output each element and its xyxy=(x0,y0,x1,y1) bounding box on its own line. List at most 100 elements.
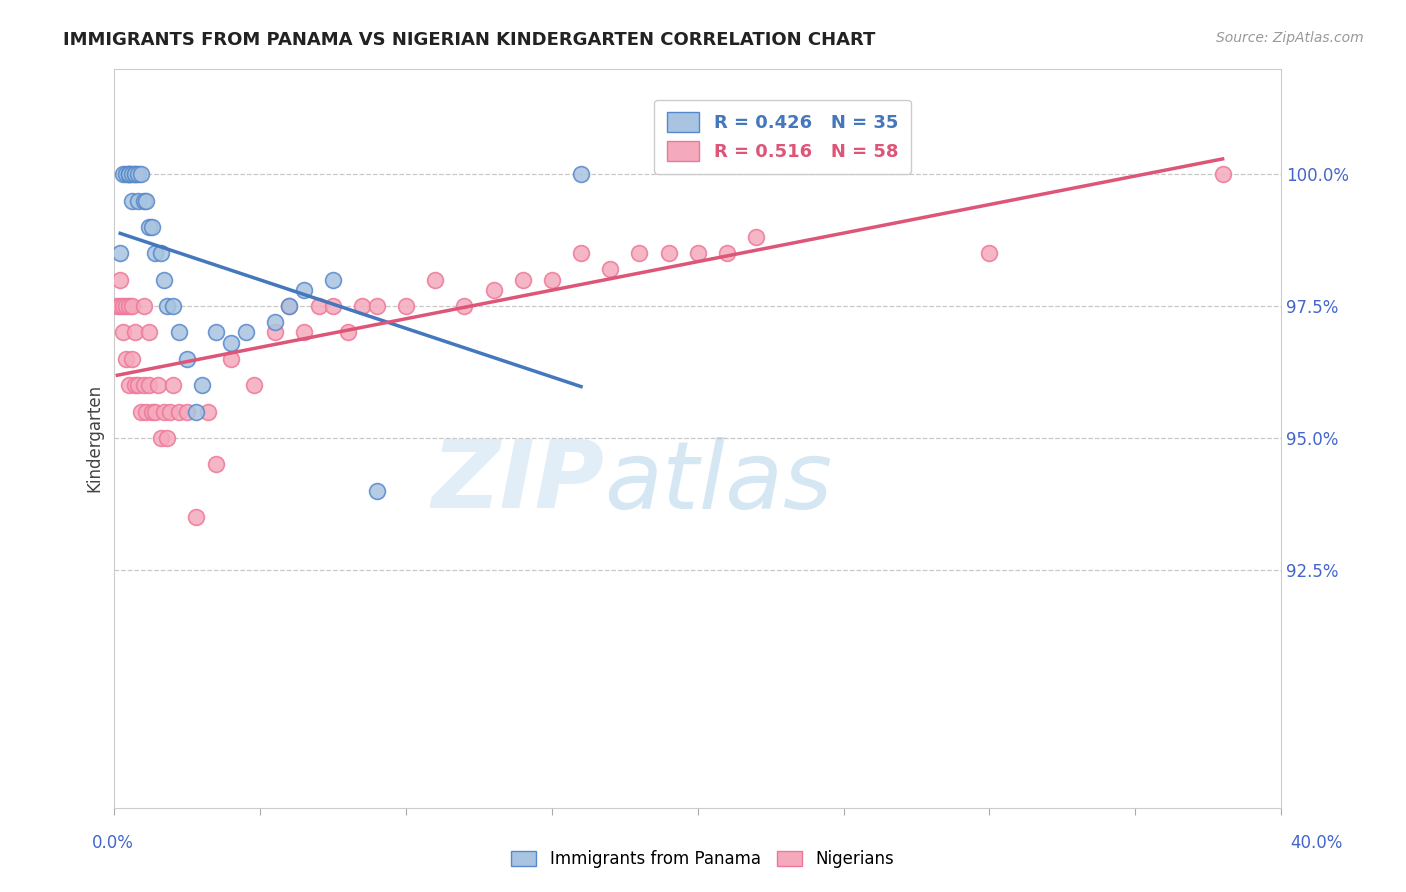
Point xyxy=(184,510,207,524)
Point xyxy=(219,336,242,351)
Text: ZIP: ZIP xyxy=(432,436,605,528)
Point xyxy=(159,405,181,419)
Point xyxy=(124,167,146,181)
Point xyxy=(127,167,149,181)
Point xyxy=(150,246,173,260)
Point xyxy=(176,351,198,366)
Point xyxy=(162,299,184,313)
Point xyxy=(138,326,160,340)
Point xyxy=(118,299,141,313)
Point xyxy=(118,167,141,181)
Point xyxy=(366,299,388,313)
Point xyxy=(292,326,315,340)
Point xyxy=(308,299,330,313)
Text: IMMIGRANTS FROM PANAMA VS NIGERIAN KINDERGARTEN CORRELATION CHART: IMMIGRANTS FROM PANAMA VS NIGERIAN KINDE… xyxy=(63,31,876,49)
Point xyxy=(395,299,418,313)
Legend: R = 0.426   N = 35, R = 0.516   N = 58: R = 0.426 N = 35, R = 0.516 N = 58 xyxy=(654,100,911,174)
Point xyxy=(322,273,344,287)
Point xyxy=(129,167,152,181)
Point xyxy=(219,351,242,366)
Point xyxy=(176,405,198,419)
Point xyxy=(146,378,169,392)
Point xyxy=(453,299,475,313)
Point xyxy=(569,167,592,181)
Y-axis label: Kindergarten: Kindergarten xyxy=(86,384,103,492)
Point xyxy=(124,326,146,340)
Legend: Immigrants from Panama, Nigerians: Immigrants from Panama, Nigerians xyxy=(505,844,901,875)
Point xyxy=(132,378,155,392)
Point xyxy=(143,246,166,260)
Point xyxy=(135,194,157,208)
Point xyxy=(115,351,138,366)
Point xyxy=(112,299,135,313)
Point xyxy=(686,246,709,260)
Point xyxy=(263,326,285,340)
Point xyxy=(292,283,315,297)
Point xyxy=(150,431,173,445)
Point xyxy=(745,230,768,244)
Point xyxy=(205,326,228,340)
Point xyxy=(143,405,166,419)
Point xyxy=(121,194,143,208)
Point xyxy=(115,299,138,313)
Point xyxy=(124,167,146,181)
Point xyxy=(110,246,132,260)
Point xyxy=(118,167,141,181)
Point xyxy=(278,299,301,313)
Text: Source: ZipAtlas.com: Source: ZipAtlas.com xyxy=(1216,31,1364,45)
Text: 0.0%: 0.0% xyxy=(91,834,134,852)
Point xyxy=(628,246,651,260)
Point xyxy=(138,219,160,234)
Point xyxy=(569,246,592,260)
Point xyxy=(167,326,190,340)
Point xyxy=(197,405,219,419)
Point xyxy=(124,378,146,392)
Text: 40.0%: 40.0% xyxy=(1291,834,1343,852)
Point xyxy=(979,246,1001,260)
Point xyxy=(263,315,285,329)
Point xyxy=(132,194,155,208)
Point xyxy=(112,326,135,340)
Point xyxy=(135,405,157,419)
Point xyxy=(599,262,621,277)
Point xyxy=(121,351,143,366)
Point xyxy=(153,405,176,419)
Point xyxy=(322,299,344,313)
Point xyxy=(127,194,149,208)
Point xyxy=(482,283,505,297)
Point xyxy=(205,458,228,472)
Point xyxy=(153,273,176,287)
Point xyxy=(278,299,301,313)
Point xyxy=(110,273,132,287)
Point xyxy=(105,299,128,313)
Point xyxy=(127,378,149,392)
Point xyxy=(243,378,266,392)
Point xyxy=(156,299,179,313)
Text: atlas: atlas xyxy=(605,437,832,528)
Point xyxy=(121,299,143,313)
Point xyxy=(352,299,374,313)
Point xyxy=(118,167,141,181)
Point xyxy=(156,431,179,445)
Point xyxy=(121,167,143,181)
Point xyxy=(138,378,160,392)
Point xyxy=(235,326,257,340)
Point xyxy=(191,378,214,392)
Point xyxy=(1212,167,1234,181)
Point xyxy=(184,405,207,419)
Point xyxy=(716,246,738,260)
Point xyxy=(110,299,132,313)
Point xyxy=(512,273,534,287)
Point xyxy=(425,273,447,287)
Point xyxy=(141,405,163,419)
Point xyxy=(541,273,564,287)
Point xyxy=(118,378,141,392)
Point xyxy=(129,405,152,419)
Point xyxy=(167,405,190,419)
Point xyxy=(162,378,184,392)
Point xyxy=(336,326,359,340)
Point xyxy=(141,219,163,234)
Point xyxy=(112,167,135,181)
Point xyxy=(657,246,679,260)
Point xyxy=(132,299,155,313)
